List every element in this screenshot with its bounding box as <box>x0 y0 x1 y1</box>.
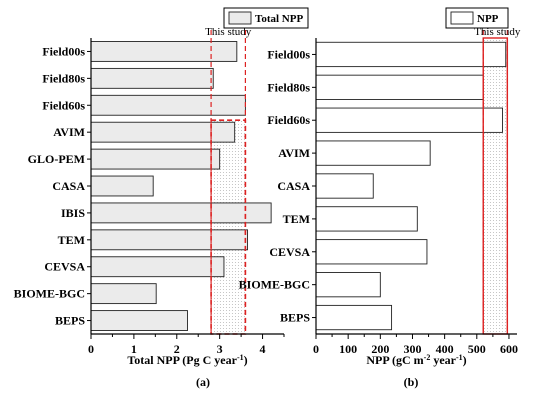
x-tick-label: 3 <box>217 342 223 356</box>
panel-label: (b) <box>404 375 419 389</box>
bar-tem <box>90 229 248 251</box>
x-tick-label: 400 <box>436 342 454 356</box>
x-tick-label: 500 <box>468 342 486 356</box>
category-label: CEVSA <box>44 260 85 274</box>
category-label: CASA <box>52 179 85 193</box>
category-label: AVIM <box>53 125 85 139</box>
this-study-annotation: This study <box>205 26 252 38</box>
bar-avim <box>315 140 431 166</box>
x-tick-label: 600 <box>500 342 518 356</box>
bar-ibis <box>90 202 272 224</box>
bar-cevsa <box>90 256 225 278</box>
bar-field80s <box>90 67 214 89</box>
category-label: BEPS <box>280 311 310 325</box>
this-study-band <box>483 38 508 334</box>
x-tick-label: 0 <box>88 342 94 356</box>
x-axis-title: NPP (gC m-2 year-1) <box>366 353 466 368</box>
legend-label: NPP <box>477 13 499 25</box>
bar-cevsa <box>315 239 428 265</box>
bar-beps <box>315 304 393 331</box>
category-label: CEVSA <box>269 245 310 259</box>
legend-label: Total NPP <box>255 13 303 25</box>
chart-panel-b: Field00s Field80s Field60s AVIM CASA TEM CEVSA… <box>239 7 521 389</box>
x-axis-title: Total NPP (Pg C year-1) <box>127 353 247 368</box>
category-label: CASA <box>277 179 310 193</box>
category-label: TEM <box>58 233 85 247</box>
panel-label: (a) <box>196 375 210 389</box>
legend-swatch <box>228 11 252 25</box>
bar-field60s <box>315 107 503 133</box>
category-label: Field80s <box>42 71 85 85</box>
x-tick-label: 0 <box>313 342 319 356</box>
category-label: Field00s <box>42 44 85 58</box>
category-label: BIOME-BGC <box>14 287 85 301</box>
bar-glo-pem <box>90 148 221 170</box>
this-study-annotation: This study <box>474 26 521 38</box>
category-label: Field60s <box>267 113 310 127</box>
legend-swatch <box>450 11 474 25</box>
bar-avim <box>90 121 236 143</box>
category-label: BEPS <box>55 314 85 328</box>
category-label: TEM <box>283 212 310 226</box>
category-label: Field00s <box>267 47 310 61</box>
x-tick-label: 4 <box>260 342 266 356</box>
category-label: Field80s <box>267 80 310 94</box>
x-tick-label: 200 <box>371 342 389 356</box>
bar-tem <box>315 206 418 232</box>
category-label: IBIS <box>61 206 85 220</box>
bar-biome-bgc <box>90 283 157 305</box>
bar-field60s <box>90 94 246 116</box>
bar-beps <box>90 310 188 331</box>
x-tick-label: 100 <box>339 342 357 356</box>
x-tick-label: 1 <box>131 342 137 356</box>
bar-casa <box>90 175 154 197</box>
category-label: GLO-PEM <box>28 152 85 166</box>
bar-field00s <box>315 41 507 68</box>
x-tick-label: 300 <box>403 342 421 356</box>
category-label: AVIM <box>278 146 310 160</box>
bar-casa <box>315 173 374 199</box>
bar-field80s <box>315 74 484 100</box>
bar-field00s <box>90 41 238 62</box>
chart-panel-a: Field00s Field80s Field60s AVIM GLO-PEM CASA I… <box>14 7 309 389</box>
bar-biome-bgc <box>315 272 381 298</box>
x-tick-label: 2 <box>174 342 180 356</box>
category-label: BIOME-BGC <box>239 278 310 292</box>
category-label: Field60s <box>42 98 85 112</box>
